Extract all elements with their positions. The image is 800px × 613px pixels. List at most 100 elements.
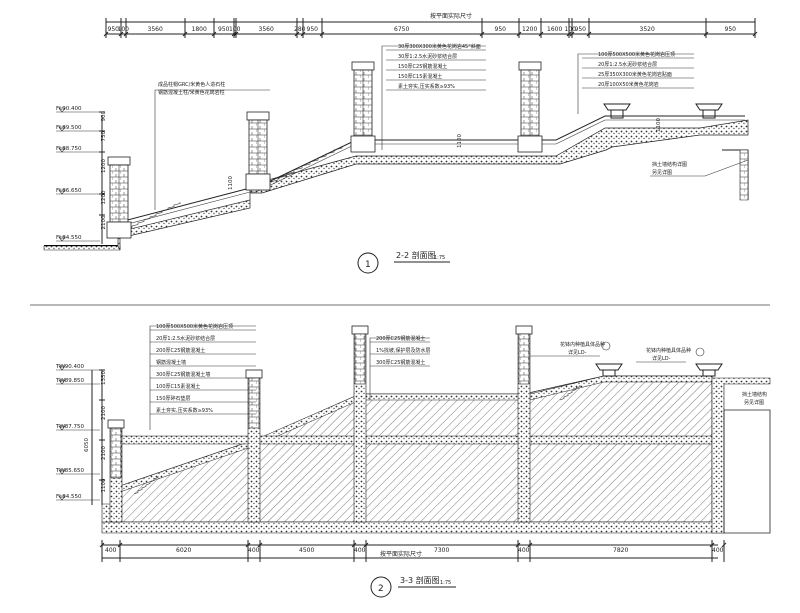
svg-text:150厚C15素混凝土: 150厚C15素混凝土 [398,73,442,80]
top-dim-text: 6750 [394,26,409,33]
vdim-text: 1200 [101,190,107,204]
top-dim-text: 950 [307,26,319,33]
top-dim-text: 950 [725,26,737,33]
top-dim-text: 3520 [640,26,655,33]
bottom-dim-text: 400 [712,547,724,554]
vdim-total-2: 6050 [84,438,90,452]
top-dim-text: 1600 [547,26,562,33]
section-2-number: 2 [378,584,384,594]
svg-text:另见详图: 另见详图 [744,399,764,406]
callout-lamp-2: 花钵内种植具体品种 详见LD- [560,341,605,356]
level-marker: TW90.400 [55,364,100,371]
section-1-scale: 1:75 [434,255,445,261]
top-dim-text: 950 [218,26,230,33]
level-marker: FL90.400 [56,106,100,113]
svg-text:300厚C25钢筋混凝土墙: 300厚C25钢筋混凝土墙 [156,371,210,378]
vdim-text: 2100 [101,406,107,420]
stone-column [245,111,271,191]
level-marker: TW87.750 [55,424,100,431]
svg-text:150厚碎石垫层: 150厚碎石垫层 [156,395,191,402]
level-marker: FL89.500 [56,125,100,132]
callout-left-1: 成品柱帽GRC/米黄色人造石柱 钢筋混凝土柱/米黄色花岗岩柱 [158,81,225,96]
svg-text:TW85.650: TW85.650 [55,468,85,474]
level-marker: TW85.650 [55,468,100,475]
svg-text:20厚100X50米黄色花岗岩: 20厚100X50米黄色花岗岩 [598,81,659,88]
svg-text:100厚C15素混凝土: 100厚C15素混凝土 [156,383,200,390]
svg-text:1%找坡,保护层及防水层: 1%找坡,保护层及防水层 [376,347,431,354]
handrail-height-dim: 1100 [228,176,234,190]
top-dim-text: 1800 [192,26,207,33]
svg-text:FL84.550: FL84.550 [56,235,82,241]
top-total-label: 按平面实际尺寸 [430,12,472,20]
level-marker: FL88.750 [56,146,100,153]
column-wall [515,325,533,523]
svg-text:FL89.500: FL89.500 [56,125,82,131]
section-1-bubble [357,252,379,274]
svg-text:100厚500X500米黄色花岗岩压顶: 100厚500X500米黄色花岗岩压顶 [156,323,233,330]
stone-column [106,156,132,239]
top-dim-text: 280 [294,26,306,33]
svg-text:挡土墙结构详图: 挡土墙结构详图 [652,161,687,168]
svg-text:素土夯实,压实系数≥93%: 素土夯实,压实系数≥93% [398,83,455,90]
urn-ornament [695,103,723,119]
top-dim-text: 100 [118,26,130,33]
bottom-total-label: 按平面实际尺寸 [380,550,422,558]
svg-text:TW87.750: TW87.750 [55,424,85,430]
stone-column [517,61,543,153]
svg-text:另见详图: 另见详图 [652,169,672,176]
column-wall [107,419,125,523]
bottom-dim-text: 7820 [613,547,628,554]
urn-ornament [603,103,631,119]
callout-left-2: 100厚500X500米黄色花岗岩压顶 20厚1:2.5水泥砂浆结合层 200厚C2… [150,323,256,415]
level-marker: FL84.550 [56,235,100,242]
section-2-scale: 1:75 [440,580,451,586]
svg-text:钢筋混凝土柱/米黄色花岗岩柱: 钢筋混凝土柱/米黄色花岗岩柱 [158,89,225,96]
top-dim-text: 1200 [522,26,537,33]
section-1-number: 1 [365,260,371,270]
handrail-height-dim-2: 1100 [457,134,463,148]
svg-text:花钵内种植具体品种: 花钵内种植具体品种 [560,341,605,348]
section-3-3: TW90.400 TW89.850 TW87.750 TW85.650 FL84.550… [55,323,771,598]
svg-text:30厚1:2.5水泥砂浆结合层: 30厚1:2.5水泥砂浆结合层 [398,53,457,60]
vdim-text: 1350 [101,371,107,385]
top-dim-text: 950 [108,26,120,33]
section-1-title: 2-2 剖面图 [396,250,436,260]
bottom-dim-text: 4500 [299,547,314,554]
svg-text:200厚C25钢筋混凝土: 200厚C25钢筋混凝土 [156,347,205,354]
column-wall [351,325,369,523]
svg-text:FL84.550: FL84.550 [56,494,82,500]
svg-text:FL86.650: FL86.650 [56,188,82,194]
svg-text:挡土墙结构: 挡土墙结构 [742,391,767,398]
vdim-text: 1200 [101,159,107,173]
svg-text:TW90.400: TW90.400 [55,364,85,370]
callout-mid-2: 200厚C25钢筋混凝土 1%找坡,保护层及防水层 300厚C25钢筋混凝土 [370,335,431,367]
svg-text:100厚500X500米黄色花岗岩压顶: 100厚500X500米黄色花岗岩压顶 [598,51,675,58]
vdim-text: 1100 [101,478,107,492]
urn-ornament [595,363,623,377]
svg-text:300厚C25钢筋混凝土: 300厚C25钢筋混凝土 [376,359,425,366]
callout-right-a: 30厚300X300米黄色花岗岩45°斜面 30厚1:2.5水泥砂浆结合层 150厚… [386,43,486,91]
svg-text:FL88.750: FL88.750 [56,146,82,152]
callout-right-b: 100厚500X500米黄色花岗岩压顶 20厚1:2.5水泥砂浆结合层 25厚350… [582,51,694,89]
bottom-dim-text: 400 [248,547,260,554]
top-dim-text: 3560 [148,26,163,33]
svg-text:20厚1:2.5水泥砂浆结合层: 20厚1:2.5水泥砂浆结合层 [156,335,215,342]
level-marker: FL84.550 [56,494,100,501]
vdim-text: 900 [101,111,107,122]
svg-text:详见LD-: 详见LD- [568,349,587,356]
svg-text:150厚C25钢筋混凝土: 150厚C25钢筋混凝土 [398,63,447,70]
svg-text:成品柱帽GRC/米黄色人造石柱: 成品柱帽GRC/米黄色人造石柱 [158,81,225,88]
svg-text:钢筋混凝土墙: 钢筋混凝土墙 [156,359,186,366]
svg-text:素土夯实,压实系数≥93%: 素土夯实,压实系数≥93% [156,407,213,414]
handrail-height-dim-3: 1100 [656,118,662,132]
bottom-dim-text: 400 [518,547,530,554]
svg-text:详见LD-: 详见LD- [652,355,671,362]
bottom-dim-text: 400 [105,547,117,554]
vdim-text: 750 [101,131,107,142]
column-wall [245,369,263,523]
section-2-title: 3-3 剖面图 [400,575,440,585]
urn-ornament [695,363,723,377]
